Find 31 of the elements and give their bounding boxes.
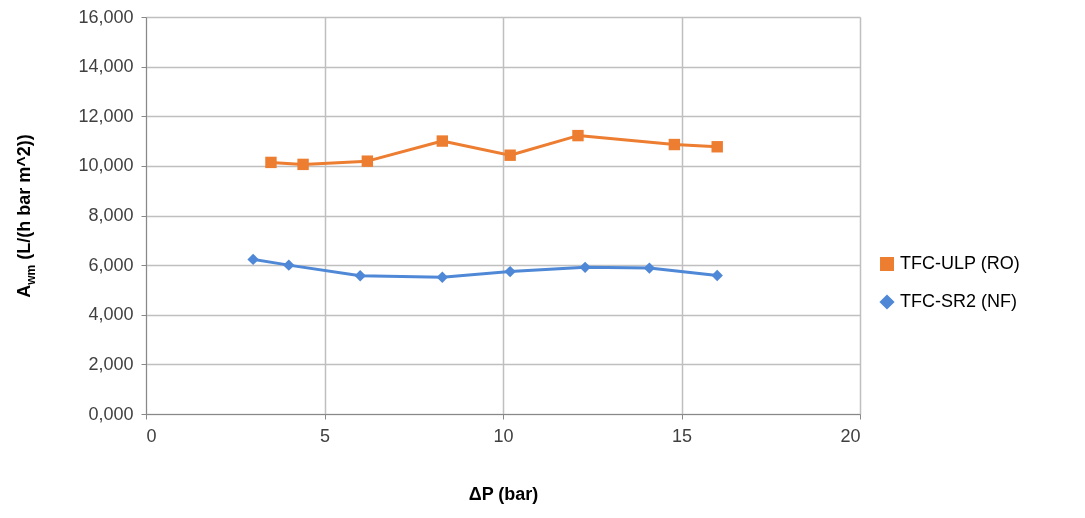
point (436, 135, 449, 147)
y-tick-label: 10,000 (78, 155, 134, 176)
y-tick-label: 6,000 (88, 254, 134, 275)
point (361, 155, 374, 167)
y-tick-label: 2,000 (88, 353, 134, 374)
x-axis-title: ΔP (bar) (468, 483, 539, 504)
point (711, 141, 723, 153)
point (247, 253, 259, 266)
point (283, 259, 295, 271)
point (579, 261, 591, 274)
point (504, 265, 516, 278)
legend-label: TFC-ULP (RO) (900, 253, 1020, 273)
y-tick-label: 4,000 (88, 304, 134, 325)
point (265, 156, 277, 169)
point (297, 158, 309, 171)
x-tick-label: 0 (146, 425, 157, 446)
point (504, 149, 516, 161)
point (354, 270, 366, 282)
y-tick-label: 12,000 (78, 105, 134, 126)
point (668, 138, 681, 151)
x-tick-label: 10 (493, 425, 514, 446)
point (572, 129, 584, 142)
x-tick-label: 15 (671, 425, 693, 446)
x-tick-label: 20 (840, 425, 861, 446)
legend-label: TFC-SR2 (NF) (900, 291, 1017, 311)
y-tick-label: 0,000 (88, 403, 134, 424)
y-tick-label: 16,000 (78, 6, 134, 27)
y-tick-label: 14,000 (78, 56, 134, 77)
y-tick-label: 8,000 (88, 205, 134, 225)
point (711, 269, 723, 282)
x-tick-label: 5 (319, 425, 331, 446)
